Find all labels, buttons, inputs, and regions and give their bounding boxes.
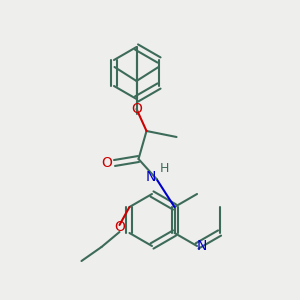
Text: N: N bbox=[197, 239, 207, 253]
Text: O: O bbox=[114, 220, 125, 234]
Text: O: O bbox=[131, 102, 142, 116]
Text: N: N bbox=[145, 170, 156, 184]
Text: H: H bbox=[160, 163, 169, 176]
Text: O: O bbox=[101, 156, 112, 170]
